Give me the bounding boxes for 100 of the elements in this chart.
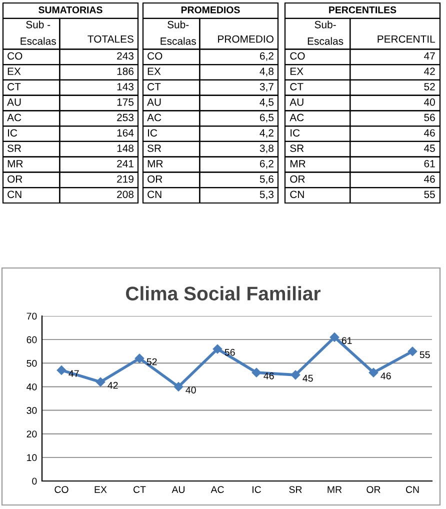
data-label: 40 bbox=[424, 98, 435, 106]
category-label: AC bbox=[147, 114, 162, 122]
x-tick-label: SR bbox=[289, 486, 302, 493]
data-label: 186 bbox=[117, 68, 134, 76]
data-label: 4,5 bbox=[260, 98, 274, 108]
y-tick-label: 60 bbox=[26, 336, 37, 344]
category-label: CT bbox=[290, 83, 304, 90]
y-tick-label: 0 bbox=[32, 478, 37, 485]
data-label: 52 bbox=[424, 83, 435, 90]
category-label: CT bbox=[148, 83, 161, 90]
data-label: 208 bbox=[117, 190, 134, 198]
data-label: 3,7 bbox=[260, 83, 274, 92]
point bbox=[408, 346, 418, 356]
point bbox=[212, 344, 222, 354]
x-tick-label: CO bbox=[54, 486, 68, 493]
category-label: OR bbox=[148, 175, 162, 183]
category-label: IC bbox=[290, 129, 300, 137]
point bbox=[290, 370, 300, 380]
category-label: AU bbox=[7, 98, 21, 106]
category-label: AC bbox=[7, 114, 22, 122]
point bbox=[56, 366, 66, 375]
text: Sub- Escalas bbox=[308, 20, 344, 45]
category-label: SR bbox=[290, 144, 304, 152]
category-label: SR bbox=[148, 144, 162, 152]
data-label: 55 bbox=[424, 190, 435, 198]
data-label: 46 bbox=[380, 372, 391, 380]
category-label: EX bbox=[290, 68, 304, 75]
point bbox=[174, 382, 184, 392]
text: Sub- Escalas bbox=[160, 20, 196, 45]
data-label: 42 bbox=[108, 382, 118, 389]
text: PERCENTIL bbox=[378, 35, 436, 43]
category-label: CT bbox=[8, 83, 21, 90]
data-label: 5,6 bbox=[260, 175, 274, 184]
data-label: 164 bbox=[117, 129, 134, 137]
data-label: 4,8 bbox=[260, 68, 274, 76]
y-tick-label: 40 bbox=[26, 383, 37, 390]
text: PROMEDIOS bbox=[181, 6, 240, 14]
category-label: CN bbox=[290, 190, 304, 198]
point bbox=[96, 377, 106, 387]
x-tick-label: IC bbox=[252, 486, 261, 493]
category-label: MR bbox=[8, 160, 23, 168]
point bbox=[368, 368, 378, 378]
data-label: 6,5 bbox=[260, 114, 274, 122]
category-label: MR bbox=[148, 160, 163, 168]
x-tick-label: AU bbox=[172, 486, 184, 493]
data-label: 175 bbox=[117, 98, 134, 106]
category-label: OR bbox=[8, 175, 22, 183]
data-label: 42 bbox=[424, 68, 435, 75]
data-label: 47 bbox=[424, 52, 435, 60]
y-tick-label: 10 bbox=[27, 454, 37, 462]
text: SUMATORIAS bbox=[38, 6, 102, 14]
category-label: MR bbox=[290, 160, 306, 168]
data-label: 52 bbox=[146, 358, 157, 366]
category-label: AC bbox=[290, 114, 304, 122]
data-label: 243 bbox=[117, 52, 134, 60]
x-tick-label: EX bbox=[94, 486, 107, 493]
point bbox=[134, 354, 144, 364]
x-tick-label: CT bbox=[134, 486, 146, 493]
data-label: 56 bbox=[424, 114, 435, 122]
data-label: 253 bbox=[117, 114, 134, 122]
data-label: 143 bbox=[117, 83, 134, 90]
category-label: EX bbox=[148, 68, 161, 75]
y-tick-label: 70 bbox=[26, 312, 37, 320]
text: Sub - Escalas bbox=[20, 20, 56, 45]
category-label: EX bbox=[8, 68, 21, 75]
data-label: 40 bbox=[186, 386, 196, 394]
data-label: 45 bbox=[424, 144, 435, 152]
data-label: 61 bbox=[342, 337, 352, 344]
data-label: 219 bbox=[117, 175, 134, 183]
category-label: IC bbox=[148, 129, 158, 137]
category-label: IC bbox=[8, 129, 18, 137]
category-label: AU bbox=[147, 98, 161, 106]
category-label: CO bbox=[8, 52, 22, 60]
data-label: 6,2 bbox=[260, 160, 274, 169]
y-tick-label: 20 bbox=[26, 430, 37, 438]
data-label: 4,2 bbox=[260, 129, 274, 138]
category-label: SR bbox=[8, 144, 22, 152]
x-tick-label: AC bbox=[210, 486, 224, 493]
data-label: 45 bbox=[302, 374, 313, 382]
category-label: CO bbox=[290, 52, 305, 60]
point bbox=[252, 368, 262, 378]
data-label: 241 bbox=[117, 160, 134, 168]
text: TOTALES bbox=[88, 35, 134, 43]
data-label: 6,2 bbox=[260, 52, 274, 61]
text: PERCENTILES bbox=[329, 6, 396, 14]
data-label: 55 bbox=[420, 351, 430, 358]
category-label: OR bbox=[290, 175, 305, 183]
chart-title: Clima Social Familiar bbox=[126, 286, 321, 300]
x-tick-label: CN bbox=[406, 486, 419, 493]
y-tick-label: 50 bbox=[26, 360, 37, 367]
data-label: 46 bbox=[424, 175, 435, 183]
category-label: CN bbox=[8, 190, 22, 198]
data-label: 46 bbox=[424, 129, 435, 137]
x-tick-label: MR bbox=[328, 486, 342, 493]
x-tick-label: OR bbox=[366, 486, 380, 493]
data-label: 5,3 bbox=[260, 190, 274, 200]
y-tick-label: 30 bbox=[26, 407, 37, 414]
data-label: 3,8 bbox=[260, 144, 274, 154]
category-label: CN bbox=[148, 190, 162, 198]
category-label: AU bbox=[290, 98, 304, 106]
